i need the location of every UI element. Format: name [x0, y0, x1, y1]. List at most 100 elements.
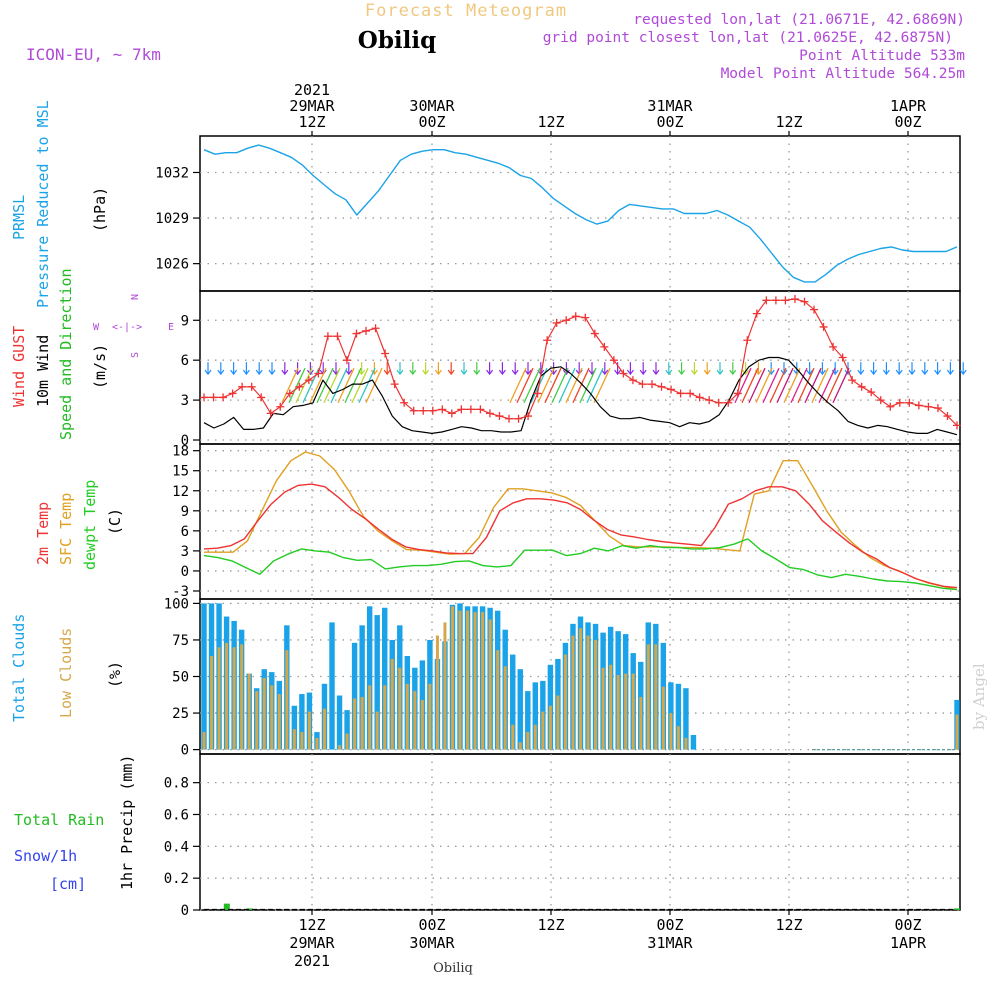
total-clouds-bar: [675, 683, 682, 750]
wind-gust-marker: [714, 398, 723, 407]
low-clouds-bar: [217, 647, 221, 750]
wind-direction-arrow: [524, 362, 532, 376]
y-tick-label: 9: [181, 504, 189, 520]
precip-cm-label: [cm]: [50, 875, 86, 893]
low-clouds-bar: [247, 673, 251, 750]
y-tick-label: 6: [181, 353, 189, 369]
low-clouds-bar: [511, 724, 515, 750]
wind-direction-arrow-head: [665, 369, 673, 376]
y-tick-label: 0: [181, 433, 189, 449]
wind-gust-marker: [562, 316, 571, 325]
wind-gust-marker: [848, 376, 857, 385]
wind-10m-line: [203, 356, 958, 436]
low-clouds-bar: [631, 673, 635, 750]
marks-layer: [200, 144, 967, 911]
wind-direction-arrow-head: [255, 369, 263, 376]
wind-hatch-mark: [516, 367, 534, 404]
wind-direction-arrow: [434, 362, 442, 376]
wind-gust-marker: [390, 380, 399, 389]
total-clouds-bar: [344, 710, 350, 750]
wind-hatch-mark: [358, 367, 376, 404]
wind-hatch-mark: [544, 367, 562, 404]
info-requested: requested lon,lat (21.0671E, 42.6869N): [633, 12, 965, 28]
pressure-label-msl: Pressure Reduced to MSL: [34, 100, 52, 308]
rain-bar: [954, 908, 960, 910]
wind-hatch-mark: [748, 367, 766, 404]
wind-gust-marker: [724, 398, 733, 407]
low-clouds-bar: [307, 711, 311, 750]
total-clouds-bar: [374, 615, 380, 750]
low-clouds-bar: [533, 724, 537, 750]
low-clouds-bar: [232, 647, 236, 750]
product-title: Forecast Meteogram: [365, 1, 567, 21]
wind-gust-line: [204, 298, 958, 426]
wind-gust-marker: [247, 382, 256, 391]
station-title: Obiliq: [358, 27, 436, 54]
wind-gust-marker: [285, 389, 294, 398]
total-clouds-bar: [336, 695, 343, 750]
wind-direction-arrow-head: [268, 369, 276, 376]
wind-direction-arrow: [882, 362, 890, 376]
low-clouds-bar: [541, 711, 545, 750]
low-clouds-bar: [609, 664, 613, 750]
temp-dewpt-line: [203, 538, 958, 591]
wind-direction-arrow-head: [806, 369, 814, 376]
clouds-total-label: Total Clouds: [10, 614, 28, 722]
wind-direction-arrow-head: [281, 369, 289, 376]
top-time-label: 00Z: [894, 113, 921, 131]
wind-direction-arrow: [946, 362, 954, 376]
wind-hatch-mark: [351, 367, 369, 404]
total-clouds-bar: [291, 705, 298, 750]
panel-precip-frame: [199, 753, 961, 911]
wind-gust-marker: [743, 336, 752, 345]
wind-gust-marker: [914, 401, 923, 410]
y-tick-label: 9: [181, 313, 189, 329]
wind-direction-arrow: [626, 362, 634, 376]
compass-e: E: [168, 322, 174, 333]
wind-gust-marker: [953, 421, 961, 430]
y-tick-label: 0: [181, 743, 189, 759]
y-tick-label: 1032: [155, 165, 189, 181]
top-time-label: 12Z: [775, 113, 802, 131]
rain-bar: [223, 903, 230, 910]
wind-gust-marker: [228, 389, 237, 398]
total-clouds-bar: [525, 691, 531, 750]
low-clouds-bar: [315, 737, 319, 750]
info-point-altitude: Point Altitude 533m: [799, 48, 965, 64]
compass-n: N: [130, 294, 141, 300]
compass-icon: N W <-|-> E S: [93, 294, 174, 358]
low-clouds-bar: [571, 635, 575, 750]
wind-gust-marker: [371, 324, 380, 333]
wind-gust-marker: [514, 414, 523, 423]
wind-gust-marker: [266, 409, 275, 418]
wind-direction-arrow: [818, 362, 826, 376]
wind-direction-arrow: [857, 362, 865, 376]
wind-direction-arrow-head: [383, 369, 391, 376]
wind-direction-arrow-head: [217, 369, 225, 376]
total-clouds-bar: [366, 606, 373, 750]
top-time-label: 00Z: [418, 113, 445, 131]
wind-direction-arrow: [486, 362, 494, 376]
wind-direction-arrow-head: [550, 369, 558, 376]
wind-direction-arrow-head: [857, 369, 865, 376]
wind-direction-arrow: [511, 362, 519, 376]
wind-gust-marker: [752, 309, 761, 318]
low-clouds-bar: [300, 732, 304, 750]
wind-direction-arrow: [345, 362, 353, 376]
top-time-label: 12Z: [537, 113, 564, 131]
wind-gust-marker: [924, 402, 933, 411]
low-clouds-bar: [594, 639, 598, 750]
wind-gust-marker: [295, 382, 304, 391]
wind-direction-arrow: [217, 362, 225, 376]
footer-station: Obiliq: [433, 961, 473, 976]
wind-direction-arrow-head: [396, 369, 404, 376]
wind-gust-marker: [466, 405, 475, 414]
wind-direction-arrow-head: [447, 369, 455, 376]
panel-temp-frame: [199, 443, 961, 600]
wind-gust-marker: [829, 342, 838, 351]
wind-gust-marker: [857, 382, 866, 391]
wind-gust-marker: [257, 393, 266, 402]
temp-sfc-line: [204, 451, 958, 591]
wind-direction-arrow-head: [511, 369, 519, 376]
bottom-time-label: 29MAR: [289, 934, 335, 952]
